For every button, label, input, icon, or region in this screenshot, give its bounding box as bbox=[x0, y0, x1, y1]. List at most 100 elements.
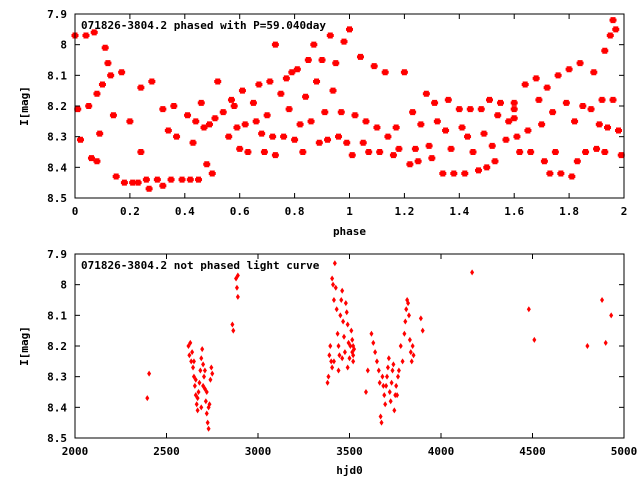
phased-data-point bbox=[159, 182, 167, 189]
unphased-data-point bbox=[406, 312, 411, 319]
phased-data-point bbox=[573, 158, 581, 165]
unphased-data-point bbox=[400, 358, 405, 365]
unphased-data-point bbox=[411, 352, 416, 359]
phased-data-point bbox=[186, 176, 194, 183]
unphased-data-point bbox=[348, 343, 353, 349]
unphased-data-point bbox=[380, 373, 385, 380]
unphased-data-point bbox=[205, 419, 210, 426]
phased-data-point bbox=[392, 124, 400, 131]
phased-x-tick-label: 0.8 bbox=[285, 205, 305, 218]
phased-data-point bbox=[510, 99, 518, 106]
phased-data-point bbox=[197, 99, 205, 106]
phased-data-point bbox=[431, 99, 439, 106]
phased-data-point bbox=[332, 60, 340, 67]
unphased-data-point bbox=[195, 395, 200, 402]
phased-data-point bbox=[362, 118, 370, 125]
unphased-x-tick-label: 3000 bbox=[245, 445, 272, 458]
phased-data-point bbox=[502, 136, 510, 143]
unphased-data-point bbox=[349, 327, 354, 334]
phased-data-point bbox=[521, 81, 529, 88]
unphased-data-point bbox=[193, 376, 198, 383]
unphased-data-point bbox=[363, 389, 368, 395]
unphased-y-tick-label: 8.1 bbox=[47, 309, 67, 322]
phased-data-point bbox=[291, 136, 299, 143]
unphased-data-point bbox=[330, 364, 335, 371]
phased-data-point bbox=[381, 69, 389, 76]
unphased-data-point bbox=[334, 306, 339, 313]
phased-x-tick-label: 1.4 bbox=[449, 205, 469, 218]
unphased-data-point bbox=[202, 373, 207, 380]
phased-data-point bbox=[129, 179, 137, 186]
phased-data-point bbox=[601, 47, 609, 54]
phased-data-point bbox=[595, 121, 603, 128]
unphased-data-point bbox=[328, 343, 333, 349]
unphased-data-point bbox=[339, 297, 344, 303]
unphased-data-point bbox=[234, 284, 239, 291]
phased-data-point bbox=[400, 69, 408, 76]
unphased-data-point bbox=[325, 379, 330, 386]
phased-data-point bbox=[211, 115, 219, 122]
unphased-data-point bbox=[210, 370, 215, 377]
phased-data-point bbox=[466, 106, 474, 113]
unphased-data-point bbox=[192, 382, 197, 389]
unphased-data-point bbox=[329, 358, 334, 365]
unphased-data-point bbox=[199, 404, 204, 411]
phased-data-point bbox=[428, 155, 436, 162]
unphased-data-point bbox=[373, 349, 378, 356]
unphased-data-point bbox=[470, 269, 475, 276]
unphased-data-point bbox=[398, 343, 403, 349]
unphased-x-tick-label: 3500 bbox=[336, 445, 363, 458]
unphased-data-point bbox=[194, 401, 199, 408]
phased-data-point bbox=[227, 96, 235, 103]
unphased-data-point bbox=[230, 321, 235, 328]
phased-data-point bbox=[269, 133, 277, 140]
phased-data-point bbox=[296, 121, 304, 128]
unphased-data-point bbox=[585, 343, 590, 349]
unphased-data-point bbox=[404, 306, 409, 313]
phased-data-point bbox=[214, 78, 222, 85]
phased-data-point bbox=[365, 149, 373, 155]
unphased-data-point bbox=[196, 389, 201, 395]
phased-data-point bbox=[617, 152, 625, 159]
unphased-data-point bbox=[191, 358, 196, 365]
unphased-data-point bbox=[198, 367, 203, 374]
phased-y-tick-label: 8 bbox=[60, 39, 67, 52]
phased-data-point bbox=[485, 96, 493, 103]
phased-data-point bbox=[527, 149, 535, 155]
phased-data-point bbox=[219, 109, 227, 116]
unphased-data-point bbox=[195, 407, 200, 414]
phased-data-point bbox=[263, 112, 271, 119]
unphased-data-point bbox=[331, 297, 336, 303]
phased-data-point bbox=[510, 106, 518, 113]
unphased-x-tick-label: 5000 bbox=[611, 445, 638, 458]
phased-data-point bbox=[159, 106, 167, 113]
unphased-data-point bbox=[410, 343, 415, 349]
phased-x-tick-label: 0.2 bbox=[120, 205, 140, 218]
phased-data-point bbox=[516, 149, 524, 155]
phased-data-point bbox=[543, 84, 551, 91]
phased-data-point bbox=[230, 103, 238, 109]
phased-data-point bbox=[590, 69, 598, 76]
phased-data-point bbox=[373, 124, 381, 131]
phased-x-tick-label: 1.2 bbox=[394, 205, 414, 218]
phased-data-point bbox=[593, 145, 601, 152]
phased-data-point bbox=[395, 145, 403, 152]
phased-data-point bbox=[601, 149, 609, 155]
phased-data-point bbox=[455, 106, 463, 113]
phased-data-point bbox=[326, 32, 334, 39]
unphased-y-axis-label: I[mag] bbox=[18, 326, 31, 366]
unphased-data-point bbox=[200, 346, 205, 353]
phased-data-point bbox=[491, 158, 499, 165]
unphased-data-point bbox=[609, 312, 614, 319]
phased-data-point bbox=[359, 139, 367, 146]
unphased-data-point bbox=[376, 367, 381, 374]
unphased-data-point bbox=[190, 349, 195, 356]
phased-data-point bbox=[192, 118, 200, 125]
unphased-data-point bbox=[191, 364, 196, 371]
phased-data-point bbox=[112, 173, 120, 180]
unphased-data-point bbox=[206, 425, 211, 432]
unphased-plot-title: 071826-3804.2 not phased light curve bbox=[81, 259, 320, 272]
phased-data-point bbox=[285, 106, 293, 113]
unphased-data-point bbox=[341, 318, 346, 325]
unphased-data-point bbox=[406, 300, 411, 307]
